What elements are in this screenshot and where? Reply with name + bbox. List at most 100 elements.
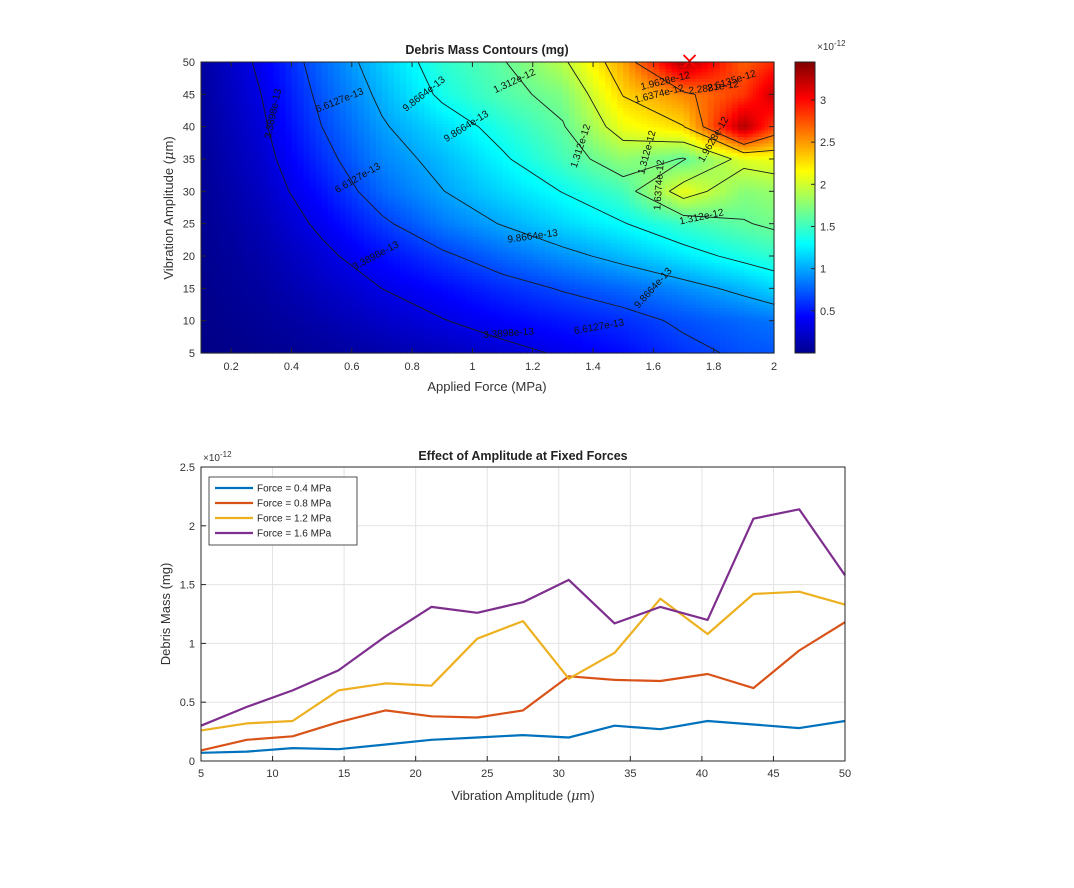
contour-cell — [369, 272, 377, 276]
contour-cell — [472, 259, 480, 264]
contour-cell — [653, 298, 660, 302]
contour-cell — [219, 265, 226, 270]
contour-cell — [303, 298, 311, 302]
contour-cell — [285, 262, 293, 267]
contour-cell — [351, 256, 359, 260]
contour-cell — [394, 346, 401, 351]
contour-cell — [261, 262, 268, 267]
contour-cell — [683, 310, 691, 315]
contour-cell — [207, 349, 214, 354]
contour-cell — [454, 243, 461, 247]
contour-cell — [345, 304, 353, 309]
contour-cell — [400, 230, 407, 234]
contour-cell — [629, 259, 636, 264]
contour-cell — [502, 265, 510, 270]
contour-cell — [617, 307, 624, 312]
contour-cell — [243, 268, 250, 273]
contour-cell — [255, 249, 262, 254]
contour-cell — [387, 327, 395, 331]
contour-cell — [689, 333, 697, 338]
contour-cell — [647, 304, 654, 309]
contour-cell — [653, 320, 660, 325]
contour-cell — [478, 226, 486, 231]
contour-cell — [466, 236, 474, 241]
contour-cell — [544, 330, 552, 335]
contour-cell — [490, 281, 498, 286]
contour-cell — [683, 307, 691, 312]
contour-cell — [743, 285, 748, 289]
contour-cell — [436, 226, 443, 231]
contour-cell — [526, 275, 534, 280]
contour-cell — [255, 272, 262, 276]
contour-cell — [484, 330, 492, 335]
contour-cell — [219, 223, 226, 228]
contour-cell — [466, 340, 474, 344]
contour-cell — [255, 233, 262, 238]
contour-cell — [550, 304, 558, 309]
contour-cell — [695, 262, 703, 267]
contour-cell — [430, 304, 437, 309]
contour-cell — [520, 281, 528, 286]
contour-cell — [213, 226, 220, 231]
contour-cell — [719, 320, 727, 325]
contour-cell — [424, 252, 431, 257]
contour-cell — [255, 304, 262, 309]
contour-cell — [357, 307, 365, 312]
contour-cell — [442, 272, 449, 276]
contour-cell — [394, 259, 401, 264]
contour-cell — [593, 285, 600, 289]
contour-cell — [593, 291, 600, 296]
contour-cell — [297, 268, 305, 273]
contour-cell — [653, 333, 660, 338]
contour-cell — [345, 330, 353, 335]
contour-cell — [412, 310, 419, 315]
contour-cell — [309, 268, 317, 273]
contour-cell — [587, 288, 594, 293]
contour-cell — [466, 262, 474, 267]
contour-cell — [770, 327, 775, 331]
contour-cell — [315, 268, 323, 273]
contour-cell — [454, 278, 461, 283]
contour-cell — [746, 333, 751, 338]
contour-cell — [309, 281, 317, 286]
contour-cell — [303, 265, 311, 270]
contour-cell — [357, 327, 365, 331]
contour-cell — [466, 285, 474, 289]
contour-cell — [363, 336, 371, 341]
contour-cell — [605, 278, 612, 283]
contour-cell — [701, 346, 709, 351]
contour-cell — [605, 320, 612, 325]
contour-cell — [201, 294, 208, 299]
contour-cell — [231, 349, 238, 354]
contour-cell — [375, 236, 383, 241]
contour-cell — [436, 272, 443, 276]
contour-cell — [671, 301, 679, 306]
contour-cell — [460, 249, 467, 254]
contour-cell — [339, 301, 347, 306]
contour-cell — [502, 278, 510, 283]
contour-cell — [508, 298, 516, 302]
contour-cell — [665, 320, 673, 325]
contour-cell — [249, 230, 256, 234]
contour-cell — [562, 265, 570, 270]
contour-cell — [472, 252, 480, 257]
contour-cell — [725, 281, 733, 286]
contour-cell — [412, 301, 419, 306]
contour-cell — [725, 268, 733, 273]
contour-cell — [375, 333, 383, 338]
contour-cell — [327, 323, 335, 328]
contour-cell — [731, 262, 739, 267]
contour-cell — [213, 268, 220, 273]
contour-cell — [418, 256, 425, 260]
contour-cell — [743, 317, 748, 322]
contour-cell — [400, 223, 407, 228]
contour-cell — [375, 343, 383, 348]
contour-cell — [225, 239, 232, 244]
contour-cell — [490, 301, 498, 306]
contour-cell — [375, 243, 383, 247]
contour-cell — [436, 265, 443, 270]
contour-cell — [357, 317, 365, 322]
contour-cell — [496, 310, 504, 315]
contour-cell — [593, 281, 600, 286]
contour-cell — [520, 291, 528, 296]
